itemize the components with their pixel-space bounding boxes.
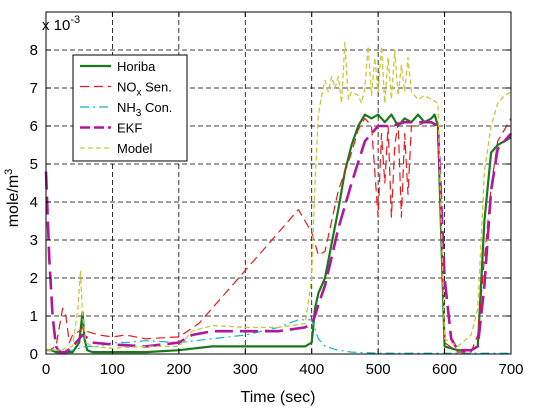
y-axis-label-main: mole/m xyxy=(5,175,22,227)
y-tick-label: 6 xyxy=(30,118,38,135)
legend-box xyxy=(72,54,188,162)
x-axis-label: Time (sec) xyxy=(241,389,316,406)
legend-label-suffix: Con. xyxy=(141,100,172,115)
x-tick-label: 500 xyxy=(366,361,391,378)
tick-marks xyxy=(45,12,512,355)
y-tick-label: 4 xyxy=(30,194,38,211)
y-tick-label: 1 xyxy=(30,308,38,325)
legend-label-name: EKF xyxy=(117,121,142,136)
y-tick-label: 2 xyxy=(30,270,38,287)
x-tick-label: 700 xyxy=(498,361,523,378)
y-axis-label: mole/m3 xyxy=(3,169,22,228)
legend-label: NOx Sen. xyxy=(117,80,172,99)
y-tick-label: 0 xyxy=(30,346,38,363)
y-tick-labels: 0 1 2 3 4 5 6 7 8 xyxy=(30,42,38,363)
x-tick-label: 600 xyxy=(432,361,457,378)
series-line-ekf xyxy=(44,120,512,354)
y-tick-label: 7 xyxy=(30,80,38,97)
x-tick-label: 0 xyxy=(42,361,50,378)
plot-frame xyxy=(45,11,512,355)
x-tick-label: 200 xyxy=(166,361,191,378)
y-tick-label: 3 xyxy=(30,232,38,249)
legend-label-name: Horiba xyxy=(117,59,156,74)
grid xyxy=(46,12,511,354)
legend-label-name: NO xyxy=(117,80,137,95)
x-tick-label: 300 xyxy=(233,361,258,378)
axis-exponent-base: x 10 xyxy=(42,17,70,34)
axis-exponent-sup: -3 xyxy=(70,14,80,26)
legend-label-suffix: Sen. xyxy=(142,80,172,95)
series-line-model xyxy=(46,41,512,351)
legend-label: EKF xyxy=(117,121,142,136)
legend-label-name: Model xyxy=(117,141,153,156)
legend-label: Model xyxy=(117,141,153,156)
x-tick-label: 100 xyxy=(100,361,125,378)
legend-label: Horiba xyxy=(117,59,156,74)
axis-exponent: x 10-3 xyxy=(42,14,80,34)
legend-label: NH3 Con. xyxy=(117,100,172,119)
legend-label-sub: x xyxy=(137,88,142,99)
series-group xyxy=(44,41,512,354)
x-tick-labels: 0 100 200 300 400 500 600 700 xyxy=(42,361,524,378)
series-line-horiba xyxy=(46,113,512,354)
x-tick-label: 400 xyxy=(299,361,324,378)
legend-label-name: NH xyxy=(117,100,136,115)
y-tick-label: 8 xyxy=(30,42,38,59)
y-axis-label-sup: 3 xyxy=(3,169,15,175)
y-tick-label: 5 xyxy=(30,156,38,173)
legend-label-sub: 3 xyxy=(136,108,142,119)
